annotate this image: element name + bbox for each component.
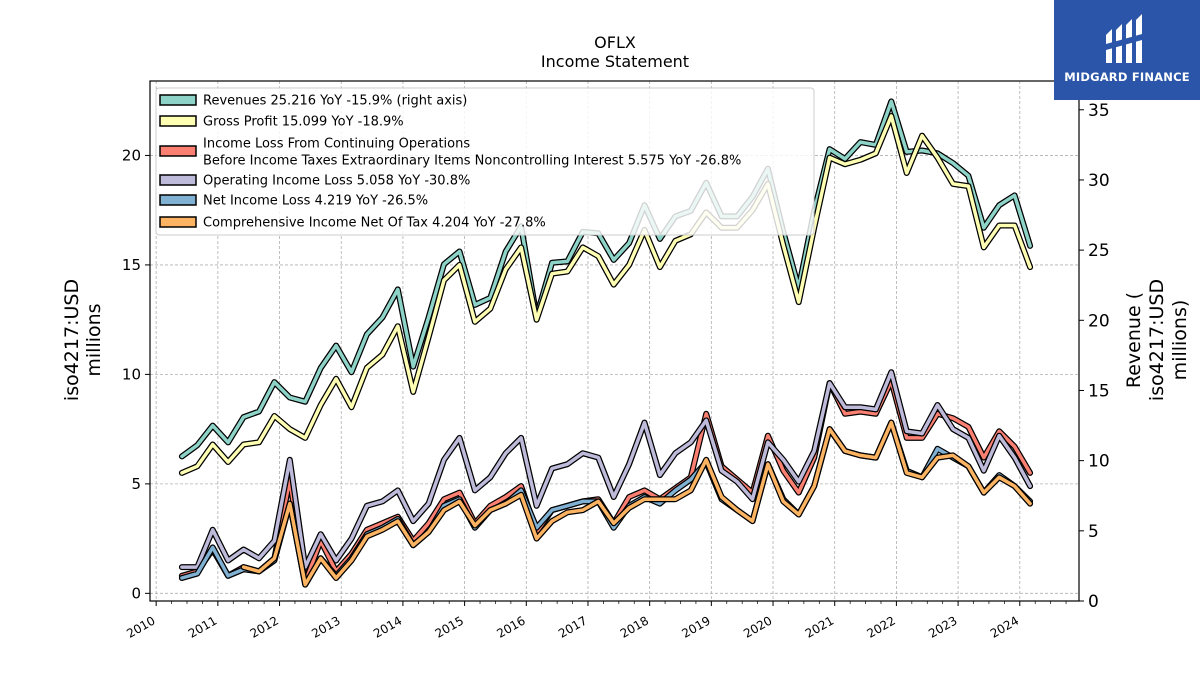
y-tick-label-right: 35 — [1088, 101, 1110, 121]
y-tick-label-right: 20 — [1088, 311, 1110, 331]
brand-mark-icon — [1106, 14, 1142, 63]
series-stroke — [241, 420, 1032, 587]
legend-label: Operating Income Loss 5.058 YoY -30.8% — [203, 174, 470, 189]
legend-swatch — [159, 216, 197, 228]
series-lines — [178, 98, 1034, 588]
legend-swatch — [159, 194, 197, 206]
y-tick-label-right: 0 — [1088, 592, 1099, 612]
x-tick-label: 2019 — [679, 613, 712, 640]
legend-label: Before Income Taxes Extraordinary Items … — [203, 154, 741, 169]
y-axis-label-right: Revenue (iso4217:USDmillions) — [1123, 279, 1191, 401]
x-tick-label: 2011 — [186, 613, 219, 640]
legend-box — [155, 87, 815, 236]
legend-label: Revenues 25.216 YoY -15.9% (right axis) — [203, 94, 467, 109]
legend-label: Income Loss From Continuing Operations — [203, 137, 470, 152]
legend-swatch — [159, 145, 197, 157]
series-stroke — [180, 114, 1032, 475]
series-line-5 — [240, 419, 1034, 588]
y-tick-label-right: 10 — [1088, 452, 1110, 472]
legend-label: Net Income Loss 4.219 YoY -26.5% — [203, 194, 428, 209]
series-stroke — [180, 99, 1032, 459]
series-line-3 — [178, 369, 1034, 571]
y-axis-label-left-line: millions — [83, 303, 105, 376]
legend-swatch — [159, 115, 197, 127]
y-tick-label-left: 0 — [131, 584, 141, 602]
y-tick-label-right: 15 — [1088, 381, 1110, 401]
x-tick-label: 2017 — [556, 613, 589, 640]
series-line-1 — [178, 113, 1034, 476]
x-tick-label: 2022 — [864, 613, 897, 640]
y-tick-label-right: 30 — [1088, 171, 1110, 191]
y-axis-label-left: iso4217:USDmillions — [61, 279, 105, 401]
x-tick-label: 2021 — [803, 613, 836, 640]
x-tick-label: 2014 — [371, 613, 404, 640]
y-axis-label-right-line: Revenue ( — [1123, 292, 1145, 388]
x-tick-label: 2023 — [926, 613, 959, 640]
legend-label: Gross Profit 15.099 YoY -18.9% — [203, 115, 404, 130]
y-tick-label-right: 25 — [1088, 241, 1110, 261]
legend-label: Comprehensive Income Net Of Tax 4.204 Yo… — [203, 216, 546, 231]
y-tick-label-left: 15 — [122, 256, 141, 274]
x-tick-label: 2020 — [741, 613, 774, 640]
y-axis-label-left-line: iso4217:USD — [61, 279, 83, 401]
y-tick-label-left: 20 — [122, 146, 141, 164]
series-stroke — [180, 370, 1032, 569]
x-tick-label: 2015 — [433, 613, 466, 640]
y-tick-label-right: 5 — [1088, 522, 1099, 542]
y-axis-label-right-line: iso4217:USD — [1146, 279, 1168, 401]
series-line-0 — [178, 98, 1034, 460]
x-tick-label: 2012 — [248, 613, 281, 640]
x-tick-label: 2024 — [988, 613, 1021, 640]
x-tick-label: 2013 — [309, 613, 342, 640]
legend: Revenues 25.216 YoY -15.9% (right axis) G… — [155, 87, 815, 236]
chart-title: OFLX — [594, 33, 636, 52]
plot-frame — [149, 80, 1080, 602]
brand-name: MIDGARD FINANCE — [1064, 70, 1190, 84]
y-tick-label-left: 10 — [122, 365, 141, 383]
chart-subtitle: Income Statement — [541, 52, 689, 71]
x-tick-label: 2018 — [618, 613, 651, 640]
legend-swatch — [159, 94, 197, 106]
x-tick-label: 2016 — [494, 613, 527, 640]
y-tick-label-left: 5 — [131, 475, 141, 493]
x-tick-label: 2010 — [124, 613, 157, 640]
brand-logo: MIDGARD FINANCE — [1054, 0, 1200, 100]
legend-swatch — [159, 174, 197, 186]
y-axis-label-right-line: millions) — [1169, 300, 1191, 381]
